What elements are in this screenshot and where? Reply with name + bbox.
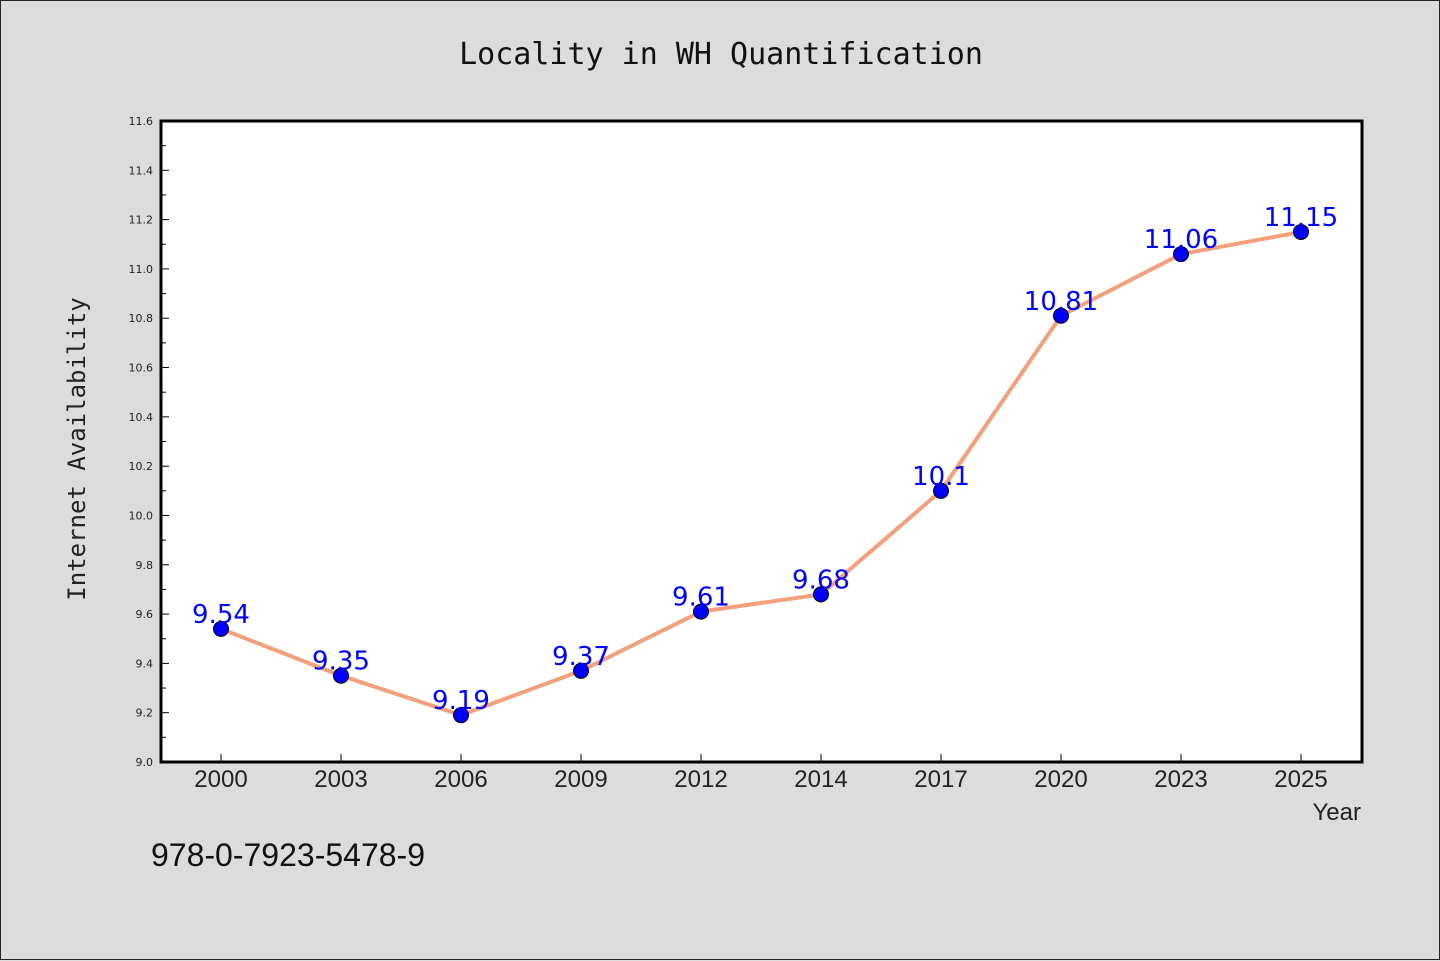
y-tick-label: 9.6 [136, 608, 154, 621]
x-tick-label: 2006 [434, 766, 487, 793]
y-tick-label: 10.6 [129, 362, 154, 375]
x-tick-label: 2012 [674, 766, 727, 793]
data-point [1053, 307, 1069, 324]
x-tick-label: 2025 [1274, 766, 1327, 793]
chart-title: Locality in WH Quantification [459, 37, 983, 72]
y-tick-label: 9.8 [136, 559, 154, 572]
data-label: 9.35 [312, 647, 370, 677]
data-label: 9.37 [552, 642, 610, 672]
data-point [693, 603, 709, 620]
x-tick-label: 2017 [914, 766, 967, 793]
y-tick-label: 9.2 [136, 707, 154, 720]
y-tick-label: 11.2 [129, 214, 154, 227]
data-point [933, 482, 949, 499]
data-labels: 9.54 9.35 9.19 9.37 9.61 9.68 10.1 10.81 11.06 11… [192, 203, 1338, 716]
data-label: 9.19 [432, 686, 490, 716]
data-label: 10.81 [1024, 287, 1098, 317]
y-axis: 9.0 9.2 9.4 9.6 9.8 10.0 10.2 10.4 10.6 10.8 11.0 1… [129, 115, 169, 769]
plot-area [159, 119, 1364, 764]
data-point [573, 662, 589, 679]
x-tick-label: 2003 [314, 766, 367, 793]
y-tick-label: 11.0 [129, 263, 154, 276]
isbn-annotation: 978-0-7923-5478-9 [151, 837, 425, 873]
data-label: 9.54 [192, 600, 250, 630]
y-tick-label: 11.4 [129, 164, 154, 177]
data-point [453, 707, 469, 724]
data-label: 11.06 [1144, 225, 1218, 255]
data-point [813, 586, 829, 603]
y-tick-label: 10.8 [129, 312, 154, 325]
y-tick-label: 10.2 [129, 460, 154, 473]
y-tick-label: 10.4 [129, 411, 154, 424]
y-tick-label: 9.0 [136, 756, 154, 769]
y-axis-label: Internet Availability [63, 297, 91, 600]
data-label: 10.1 [912, 462, 970, 492]
x-tick-label: 2023 [1154, 766, 1207, 793]
y-tick-label: 11.6 [129, 115, 154, 128]
data-point [213, 620, 229, 637]
series-line [220, 229, 1302, 718]
y-tick-label: 10.0 [129, 509, 154, 522]
x-tick-label: 2014 [794, 766, 847, 793]
y-tick-label: 9.4 [136, 657, 154, 670]
x-tick-label: 2020 [1034, 766, 1087, 793]
x-axis-label: Year [1313, 799, 1362, 826]
x-tick-label: 2000 [194, 766, 247, 793]
data-label: 11.15 [1264, 203, 1338, 233]
x-axis: 2000 2003 2006 2009 2012 2014 2017 2020 2023 2025 [194, 754, 1328, 793]
data-label: 9.68 [792, 565, 850, 595]
data-label: 9.61 [672, 583, 730, 613]
data-point [333, 667, 349, 684]
series-markers [213, 223, 1309, 724]
data-point [1293, 223, 1309, 240]
data-point [1173, 246, 1189, 263]
x-tick-label: 2009 [554, 766, 607, 793]
